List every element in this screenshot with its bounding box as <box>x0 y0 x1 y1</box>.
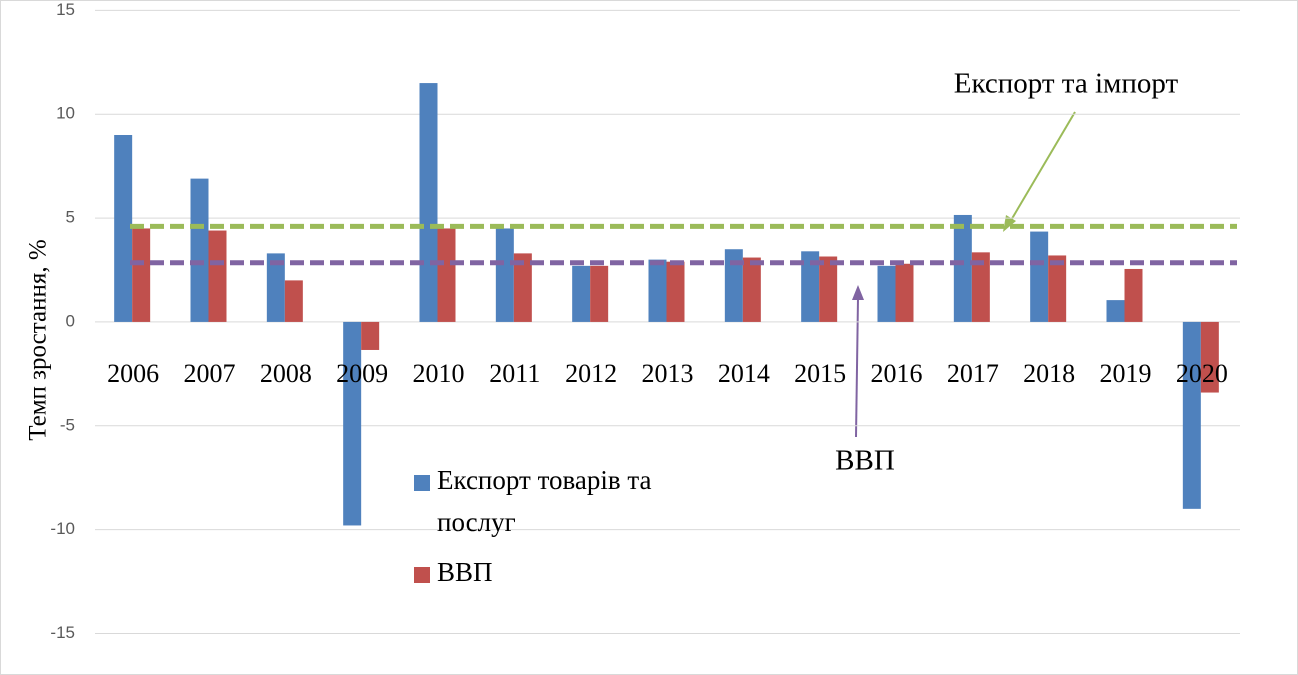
bar <box>1030 231 1049 322</box>
bar <box>495 228 514 322</box>
annotation: ВВП <box>835 445 895 477</box>
x-tick-label: 2010 <box>413 359 465 388</box>
x-tick-label: 2009 <box>336 359 388 388</box>
bar <box>801 251 820 322</box>
x-tick-label: 2016 <box>871 359 923 388</box>
bar <box>437 228 456 322</box>
x-tick-label: 2017 <box>947 359 999 388</box>
legend-label: Експорт товарів та послуг <box>437 465 658 537</box>
bar <box>284 280 303 322</box>
x-tick-label: 2011 <box>489 359 540 388</box>
bar <box>971 252 990 322</box>
bar <box>1106 300 1125 322</box>
annotation-arrow <box>1009 111 1076 223</box>
bar <box>572 265 591 322</box>
bar <box>1182 321 1201 509</box>
bar <box>742 257 761 322</box>
annotation-arrowhead <box>852 285 864 300</box>
x-tick-label: 2012 <box>565 359 617 388</box>
bar <box>877 265 896 322</box>
bar <box>132 228 151 322</box>
legend-label: ВВП <box>437 557 493 587</box>
y-axis-title: Темп зростання, % <box>25 239 52 440</box>
x-tick-label: 2014 <box>718 359 770 388</box>
x-tick-label: 2020 <box>1176 359 1228 388</box>
bar <box>666 261 685 322</box>
annotation-arrow <box>855 297 859 438</box>
y-tick-label: 15 <box>56 0 75 19</box>
bar <box>419 83 438 322</box>
annotation: Експорт та імпорт <box>954 68 1179 100</box>
x-tick-label: 2018 <box>1023 359 1075 388</box>
bar <box>114 135 133 322</box>
legend-swatch <box>414 475 430 491</box>
annotation-arrowhead <box>1003 215 1016 232</box>
bar <box>343 321 362 526</box>
bar <box>953 214 972 322</box>
bar <box>1048 255 1067 322</box>
bar <box>895 263 914 322</box>
bar <box>648 259 667 322</box>
x-tick-label: 2019 <box>1100 359 1152 388</box>
y-tick-label: -15 <box>50 623 75 642</box>
x-tick-label: 2015 <box>794 359 846 388</box>
bar <box>1124 268 1143 322</box>
bar <box>266 253 285 322</box>
bar <box>724 249 743 322</box>
bar <box>819 256 838 322</box>
bar <box>513 253 532 322</box>
legend-swatch <box>414 567 430 583</box>
x-tick-label: 2006 <box>107 359 159 388</box>
x-tick-label: 2013 <box>642 359 694 388</box>
y-tick-label: 0 <box>66 311 75 330</box>
x-tick-label: 2007 <box>184 359 236 388</box>
y-tick-label: -10 <box>50 519 75 538</box>
legend-label-line: послуг <box>437 507 516 537</box>
y-tick-label: 10 <box>56 104 75 123</box>
bar <box>190 178 209 322</box>
y-tick-label: -5 <box>60 415 75 434</box>
bar <box>208 230 227 322</box>
y-tick-label: 5 <box>66 208 75 227</box>
bar <box>1200 321 1219 393</box>
bar <box>590 265 609 322</box>
legend-label-line: Експорт товарів та <box>437 465 658 495</box>
bar <box>361 321 380 350</box>
x-tick-label: 2008 <box>260 359 312 388</box>
